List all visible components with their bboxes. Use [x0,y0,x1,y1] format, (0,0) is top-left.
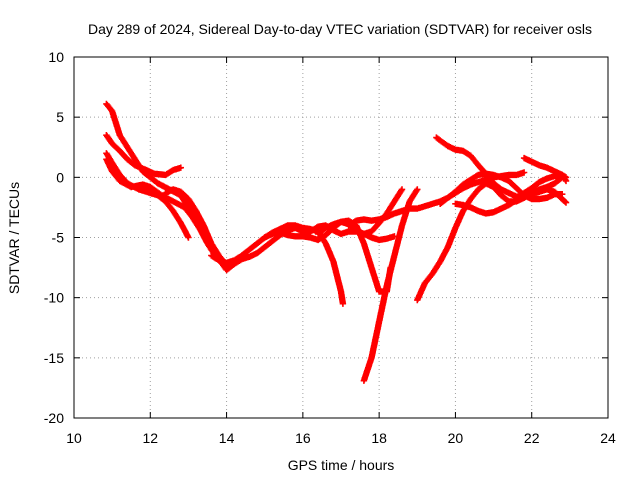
x-tick-label: 22 [524,430,540,446]
x-tick-label: 18 [371,430,387,446]
chart-title: Day 289 of 2024, Sidereal Day-to-day VTE… [88,21,592,37]
marker-trace-track-b [103,132,184,179]
series-track-j [360,186,421,384]
marker-trace-track-m [437,169,528,207]
y-tick-label: -5 [52,230,65,246]
x-tick-label: 10 [66,430,82,446]
y-tick-label: -15 [44,350,64,366]
marker-trace-track-n [452,171,570,217]
series-track-n [452,171,570,217]
series-track-i [314,186,406,238]
y-tick-label: -20 [44,410,64,426]
y-tick-label: 10 [48,49,64,65]
x-tick-label: 14 [219,430,235,446]
marker-trace-track-i [314,186,406,238]
tick-layer: 10 12 14 16 18 20 22 24 -20 -15 -10 -5 0 5 10 [44,49,616,446]
grid-layer [74,57,608,418]
y-axis-label: SDTVAR / TECUs [6,182,22,294]
y-tick-label: 5 [56,109,64,125]
series-track-o [520,154,570,181]
x-tick-label: 12 [142,430,158,446]
series-track-m [437,169,528,207]
marker-trace-track-j [360,186,421,384]
marker-trace-track-o [520,154,570,181]
x-tick-label: 24 [600,430,616,446]
y-tick-label: -10 [44,290,64,306]
x-axis-label: GPS time / hours [288,457,395,473]
y-tick-label: 0 [56,169,64,185]
x-tick-label: 16 [295,430,311,446]
x-tick-label: 20 [448,430,464,446]
data-layer [103,100,570,384]
series-track-b [103,132,184,179]
